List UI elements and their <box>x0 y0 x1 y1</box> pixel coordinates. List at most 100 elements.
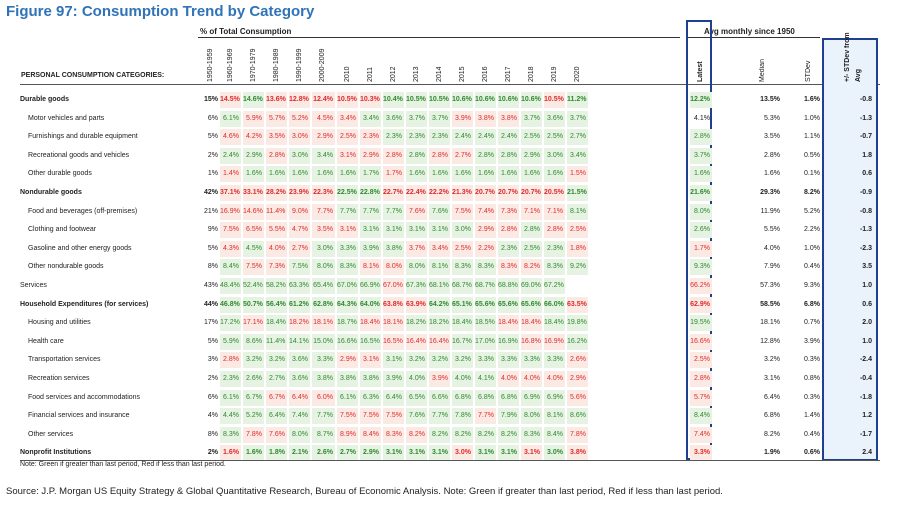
table-cell: 3.2% <box>452 352 473 369</box>
row-label: Food services and accommodations <box>28 393 141 401</box>
table-cell: 3.2% <box>266 352 287 369</box>
table-cell: 6.1% <box>220 389 241 406</box>
table-cell: 5.7% <box>266 110 287 127</box>
table-cell: 4.1% <box>475 371 496 387</box>
table-cell: 1.6% <box>266 166 287 183</box>
table-cell: 6.4% <box>289 389 310 406</box>
table-cell: 2.8% <box>383 147 404 164</box>
table-row: Gasoline and other energy goods 5% 4.3% 4.5… <box>0 240 900 258</box>
table-cell: 11.2% <box>567 92 588 108</box>
table-cell: 6.7% <box>243 389 264 406</box>
table-cell: 7.7% <box>475 408 496 425</box>
table-cell: 65.1% <box>452 296 473 313</box>
column-header: 2014 <box>436 66 443 82</box>
table-cell: 6.4% <box>266 408 287 425</box>
table-cell: 1.7% <box>690 240 712 257</box>
table-cell: 1.8% <box>266 445 287 462</box>
table-cell: 7.3% <box>266 259 287 276</box>
table-cell: 2.8% <box>498 222 519 239</box>
table-cell: 16.4% <box>429 333 450 350</box>
row-label: Recreational goods and vehicles <box>28 151 130 159</box>
table-cell: 8% <box>207 263 218 271</box>
table-cell: 1.8 <box>862 151 872 159</box>
table-cell: 10.6% <box>498 92 519 108</box>
table-cell: 6% <box>207 114 218 122</box>
row-label: Housing and utilities <box>28 319 91 327</box>
table-cell: 8.7% <box>312 426 335 443</box>
table-cell: 8.3% <box>337 259 358 276</box>
table-cell: 2.7% <box>452 147 473 164</box>
table-cell: -1.8 <box>859 393 872 401</box>
table-cell: 1.6% <box>312 166 335 183</box>
table-cell: 10.5% <box>544 92 565 108</box>
table-cell: 1.6% <box>406 166 427 183</box>
row-label: Motor vehicles and parts <box>28 114 105 122</box>
table-cell: 7.1% <box>521 203 542 220</box>
table-cell: 1.6% <box>804 96 820 103</box>
table-cell: 63.9% <box>406 296 427 313</box>
table-cell: 46.8% <box>220 296 241 313</box>
table-cell: 58.2% <box>266 278 287 294</box>
table-cell: 3.2% <box>406 352 427 369</box>
table-cell: 8% <box>207 430 218 438</box>
table-cell: 8.3% <box>475 259 496 276</box>
table-cell: 8.2% <box>406 426 427 443</box>
table-cell: 3.9% <box>429 371 450 387</box>
table-cell: 22.7% <box>383 185 404 201</box>
table-cell: 22.4% <box>406 185 427 201</box>
table-cell: 5.9% <box>243 110 264 127</box>
table-cell: 3.9% <box>360 240 381 257</box>
table-cell: 7.7% <box>312 203 335 220</box>
table-cell: 69.0% <box>521 278 542 294</box>
table-cell: 1.6% <box>475 166 496 183</box>
table-cell: 3.1% <box>383 445 404 462</box>
header-category-label: PERSONAL CONSUMPTION CATEGORIES: <box>21 72 165 79</box>
table-cell: 2.8% <box>764 151 780 159</box>
table-cell: 7.6% <box>406 408 427 425</box>
column-header: 2020 <box>574 66 581 82</box>
table-cell: 18.1% <box>760 319 780 327</box>
table-cell: 3.5% <box>266 129 287 146</box>
table-cell: 8.3% <box>521 426 542 443</box>
table-cell: 7.7% <box>360 203 381 220</box>
table-cell: 2.9% <box>312 129 335 146</box>
table-cell: 16.5% <box>360 333 381 350</box>
table-cell: 3.1% <box>406 445 427 462</box>
table-cell: 3.6% <box>544 110 565 127</box>
table-cell: 14.5% <box>220 92 241 108</box>
table-cell: 2.2% <box>804 226 820 234</box>
table-cell: 1% <box>207 170 218 178</box>
table-cell: 2.9% <box>360 147 381 164</box>
table-cell: 4.0% <box>266 240 287 257</box>
table-cell: 2.4% <box>220 147 241 164</box>
table-cell: 7.1% <box>544 203 565 220</box>
header-pct-total: % of Total Consumption <box>200 27 292 36</box>
table-cell: 2.8% <box>521 222 542 239</box>
table-cell: 6.9% <box>521 389 542 406</box>
table-cell: 65.4% <box>312 278 335 294</box>
table-cell: -0.8 <box>859 96 872 103</box>
table-cell: 22.5% <box>337 185 358 201</box>
row-label: Nonprofit Institutions <box>20 449 92 457</box>
table-cell: 3.9% <box>452 110 473 127</box>
table-cell: 8.0% <box>406 259 427 276</box>
table-cell: 4.7% <box>289 222 310 239</box>
column-header: 2000-2009 <box>319 48 326 82</box>
table-cell: 0.6% <box>804 449 820 457</box>
row-label: Household Expenditures (for services) <box>20 300 149 308</box>
row-label: Recreation services <box>28 375 90 382</box>
table-cell: 2.5% <box>521 240 542 257</box>
row-label: Transportation services <box>28 356 101 364</box>
table-cell: 3.2% <box>764 356 780 364</box>
table-cell: 1.7% <box>383 166 404 183</box>
table-cell: 2.5% <box>690 352 712 369</box>
table-cell: 3.4% <box>312 147 335 164</box>
table-cell: 20.7% <box>521 185 542 201</box>
table-cell: 2.3% <box>429 129 450 146</box>
table-cell: 2.4% <box>498 129 519 146</box>
table-cell: 4.4% <box>220 408 241 425</box>
table-cell: 2.3% <box>544 240 565 257</box>
table-cell: 3.1% <box>764 375 780 382</box>
row-label: Food and beverages (off-premises) <box>28 207 138 215</box>
table-cell: 8.0% <box>289 426 310 443</box>
